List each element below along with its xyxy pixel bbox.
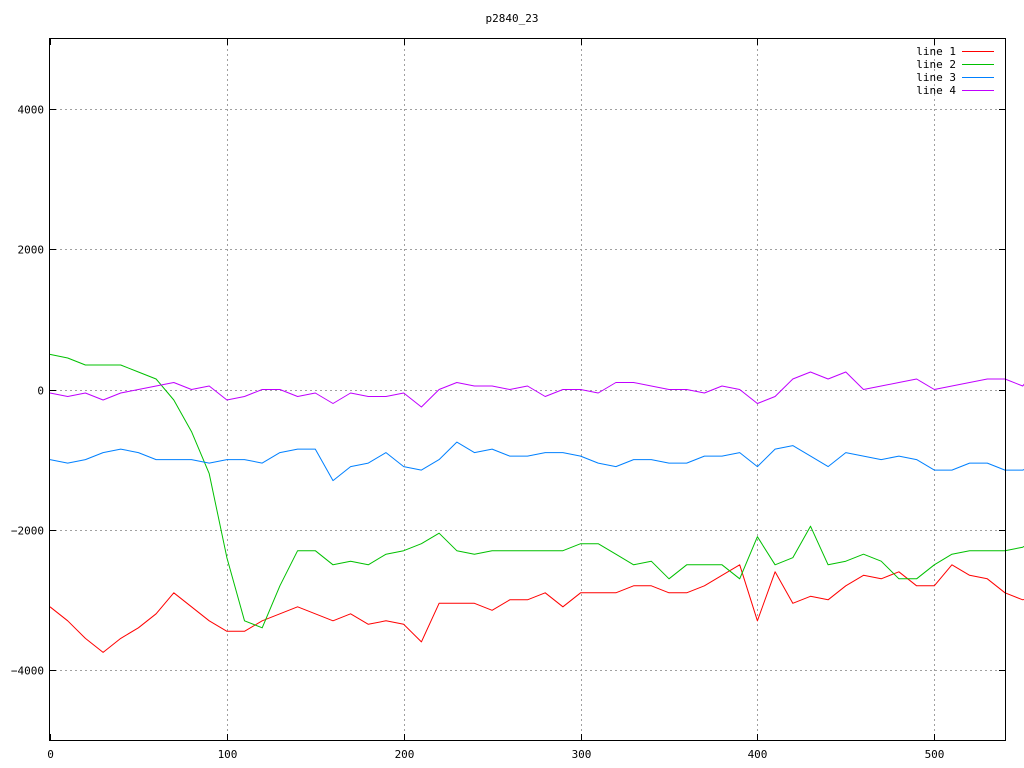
y-tick-label: 2000 [18, 244, 45, 257]
legend-label: line 1 [916, 45, 956, 58]
legend-label: line 2 [916, 58, 956, 71]
x-tick-label: 500 [925, 748, 945, 761]
x-tick-label: 400 [748, 748, 768, 761]
legend-label: line 3 [916, 71, 956, 84]
y-tick-label: −4000 [11, 665, 44, 678]
chart-title: p2840_23 [486, 12, 539, 25]
y-tick-label: −2000 [11, 525, 44, 538]
x-tick-label: 0 [47, 748, 54, 761]
x-tick-label: 100 [218, 748, 238, 761]
y-tick-label: 0 [37, 385, 44, 398]
x-tick-label: 200 [395, 748, 415, 761]
y-tick-label: 4000 [18, 104, 45, 117]
x-tick-label: 300 [572, 748, 592, 761]
legend-label: line 4 [916, 84, 956, 97]
